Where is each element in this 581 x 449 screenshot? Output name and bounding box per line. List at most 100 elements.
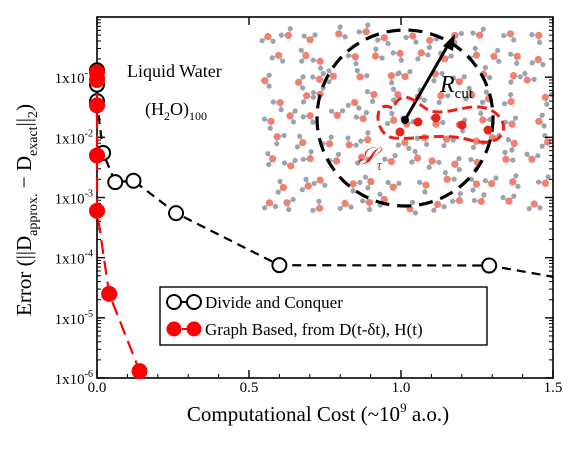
water-molecule (273, 132, 287, 147)
data-point-series-0 (107, 174, 124, 191)
water-molecule (463, 85, 476, 102)
water-molecule (311, 176, 328, 188)
cutoff-center (401, 116, 409, 124)
y-tick-label: 1x10-6 (55, 369, 93, 388)
annotation-r-cut: Rcut (439, 72, 474, 102)
water-molecule (294, 133, 307, 150)
water-molecule (265, 151, 277, 168)
red-region-molecule (395, 127, 405, 137)
water-molecule (300, 112, 316, 125)
legend-marker-graph (166, 321, 182, 337)
water-molecule (409, 148, 422, 165)
red-region-outline (376, 95, 505, 144)
data-point-series-1 (89, 71, 105, 88)
data-point-series-0 (271, 257, 288, 274)
water-molecule (529, 55, 546, 68)
y-tick-label: 1x10-3 (55, 189, 93, 208)
x-tick-label: 0.0 (88, 380, 107, 396)
data-point-series-1 (131, 363, 148, 380)
data-point-series-0 (481, 257, 498, 274)
data-point-series-1 (101, 285, 118, 302)
water-molecule (468, 176, 481, 193)
water-molecule (371, 46, 385, 61)
water-molecule (478, 110, 493, 124)
series-line-1 (95, 72, 141, 372)
water-molecule (384, 110, 398, 127)
water-molecule (470, 26, 486, 39)
water-molecule (509, 173, 521, 190)
water-molecule (310, 70, 326, 84)
water-molecule (451, 156, 462, 173)
red-region-molecule (483, 125, 493, 135)
water-molecule (281, 157, 298, 170)
water-molecule (390, 86, 402, 103)
water-molecule (482, 175, 499, 188)
water-molecule (275, 178, 288, 195)
water-molecule (403, 32, 419, 45)
water-molecule (449, 191, 464, 205)
water-molecule (319, 134, 334, 148)
water-molecule (505, 136, 518, 153)
water-molecule (431, 200, 447, 213)
water-molecule (426, 157, 442, 170)
x-tick-label: 1.0 (392, 380, 411, 396)
water-molecule (502, 115, 519, 128)
water-molecule (375, 34, 391, 47)
water-molecule (358, 130, 372, 144)
water-molecule (299, 176, 312, 193)
data-point-series-1 (89, 202, 105, 219)
data-point-series-1 (89, 147, 105, 164)
water-molecule (301, 32, 318, 44)
data-point-series-0 (125, 172, 142, 189)
water-molecule (294, 74, 306, 91)
legend-marker-divide-2 (186, 294, 202, 310)
water-molecule (390, 49, 404, 63)
water-molecule (441, 135, 456, 149)
axis-ticks: 0.0 0.5 1.0 1.5 1x10-6 1x10-5 1x10-4 1x10-3 1x10… (55, 17, 562, 396)
legend-label-graph: Graph Based, from D(t-δt), H(t) (205, 320, 423, 339)
water-molecule (396, 68, 413, 81)
water-molecule (345, 98, 362, 111)
water-molecule (364, 89, 378, 104)
water-molecule (442, 169, 457, 183)
water-molecule (508, 51, 521, 66)
water-molecule (278, 26, 293, 40)
water-molecule (269, 51, 286, 64)
y-tick-label: 1x10-1 (55, 68, 93, 87)
legend-marker-graph-2 (186, 321, 202, 337)
water-molecule (417, 179, 430, 195)
water-molecule (535, 174, 551, 187)
water-molecule (345, 53, 359, 67)
x-axis-label: Computational Cost (~109 a.o.) (187, 400, 449, 426)
water-molecule (529, 31, 543, 46)
annotation-formula: (H2O)100 (145, 99, 207, 123)
water-molecule (310, 57, 324, 71)
water-molecule (259, 33, 276, 44)
data-point-series-0 (168, 205, 185, 222)
annotation-s-tau: 𝒮τ (358, 144, 383, 174)
x-tick-label: 0.5 (240, 380, 259, 396)
water-molecule (354, 67, 370, 81)
water-molecule (326, 68, 337, 85)
water-molecule (490, 47, 502, 64)
water-molecule (310, 198, 324, 214)
water-molecule (329, 108, 346, 119)
water-molecule (406, 199, 419, 216)
water-molecule (395, 138, 412, 151)
water-molecule (382, 153, 398, 166)
data-point-series-1 (89, 97, 105, 114)
legend: Divide and Conquer Graph Based, from D(t… (159, 286, 488, 346)
series-line-0 (95, 70, 554, 278)
water-molecule (500, 193, 517, 205)
legend-box (159, 286, 488, 346)
y-tick-label: 1x10-4 (55, 249, 93, 268)
water-molecule (300, 92, 317, 105)
water-molecule (337, 199, 354, 212)
legend-label-divide: Divide and Conquer (205, 293, 343, 312)
red-region-molecule (431, 113, 441, 123)
water-molecule (535, 112, 547, 129)
water-molecule (451, 30, 465, 46)
water-molecule (261, 72, 272, 89)
legend-marker-divide (166, 294, 182, 310)
water-molecule (450, 74, 467, 86)
